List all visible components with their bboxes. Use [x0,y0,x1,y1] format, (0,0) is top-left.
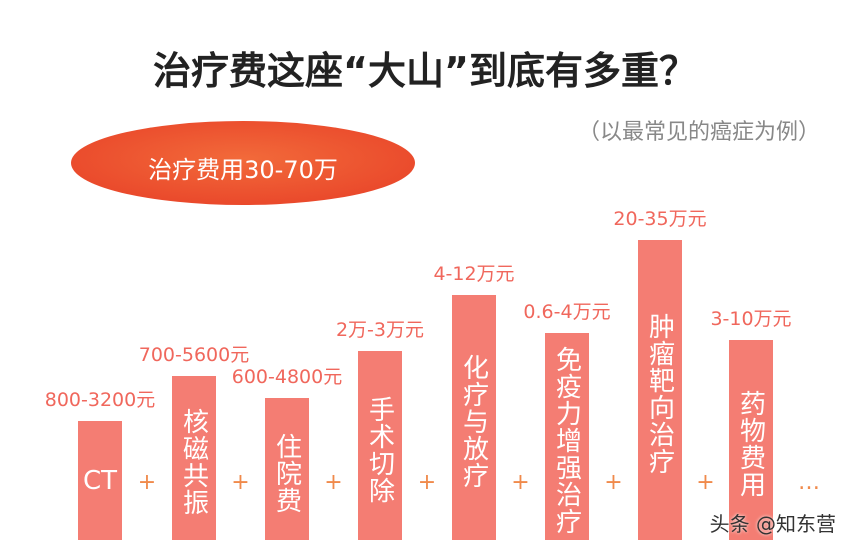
bar-label: CT [82,465,118,496]
bar [545,333,589,540]
bar-label: 药物费用 [735,390,766,498]
cost-label: 3-10万元 [710,308,792,330]
bar-label: 核磁共振 [178,408,209,516]
badge-text: 治疗费用30-70万 [148,156,338,184]
ellipsis: … [798,470,820,495]
badge [71,121,415,205]
cost-label: 0.6-4万元 [523,301,611,323]
bar [358,351,402,540]
watermark: 头条 @知东营 [709,512,836,536]
bar-label: 住院费 [271,432,302,514]
title: 治疗费这座“大山”到底有多重？ [153,49,697,93]
plus-sign: + [511,470,530,495]
cost-label: 800-3200元 [44,389,156,411]
plus-sign: + [417,470,437,495]
bar [452,295,496,540]
plus-sign: + [696,470,715,495]
plus-sign: + [137,470,157,495]
bar-label: 手术切除 [364,395,395,504]
bar [729,340,773,540]
bar [78,421,122,540]
cost-label: 2万-3万元 [335,319,425,341]
cost-label: 700-5600元 [138,344,250,366]
plus-sign: + [604,470,623,495]
subtitle: （以最常见的癌症为例） [577,120,820,145]
bar-label: 免疫力增强治疗 [551,346,582,535]
bar-label: 化疗与放疗 [458,354,489,489]
bar [638,240,682,540]
bar-label: 肿瘤靶向治疗 [644,313,675,475]
cost-label: 600-4800元 [231,366,343,388]
bar [172,376,216,540]
cost-label: 20-35万元 [613,208,707,230]
plus-sign: + [324,470,343,495]
cost-label: 4-12万元 [433,263,515,285]
plus-sign: + [231,470,250,495]
bar [265,398,309,540]
